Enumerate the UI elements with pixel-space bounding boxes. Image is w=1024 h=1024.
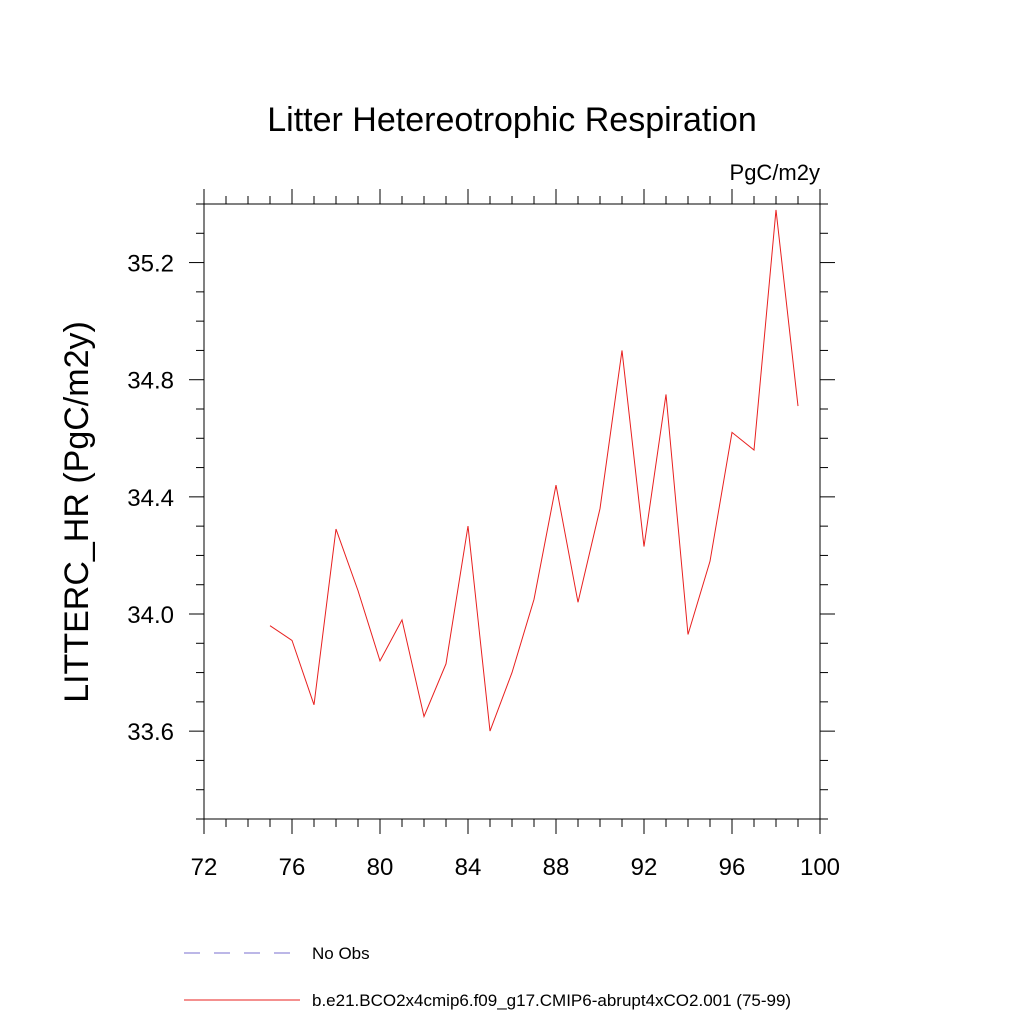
x-tick-label: 84 <box>455 854 482 881</box>
series-group <box>269 209 799 732</box>
x-tick-label: 92 <box>631 854 658 881</box>
x-tick-label: 100 <box>800 854 840 881</box>
y-tick-label: 34.4 <box>127 485 174 512</box>
x-tick-label: 96 <box>719 854 746 881</box>
plot-frame <box>203 203 821 820</box>
axis-tick-labels: 72 76 80 84 88 92 96 100 33.6 34.0 34.4 34.8 35.2 <box>127 251 840 881</box>
x-tick-label: 76 <box>279 854 306 881</box>
x-tick-label: 88 <box>543 854 570 881</box>
legend-label-0: No Obs <box>312 944 370 963</box>
y-tick-label: 34.8 <box>127 368 174 395</box>
x-tick-label: 72 <box>191 854 218 881</box>
chart-title: Litter Hetereotrophic Respiration <box>267 101 756 139</box>
legend: No Obs b.e21.BCO2x4cmip6.f09_g17.CMIP6-ab… <box>184 944 791 1010</box>
y-tick-label: 34.0 <box>127 602 174 629</box>
y-tick-label: 35.2 <box>127 251 174 278</box>
series-line-0 <box>269 209 799 732</box>
y-tick-label: 33.6 <box>127 719 174 746</box>
x-tick-label: 80 <box>367 854 394 881</box>
units-label: PgC/m2y <box>730 160 820 185</box>
legend-label-1: b.e21.BCO2x4cmip6.f09_g17.CMIP6-abrupt4x… <box>312 991 791 1010</box>
y-axis-label: LITTERC_HR (PgC/m2y) <box>58 321 96 703</box>
axis-ticks <box>189 189 835 834</box>
